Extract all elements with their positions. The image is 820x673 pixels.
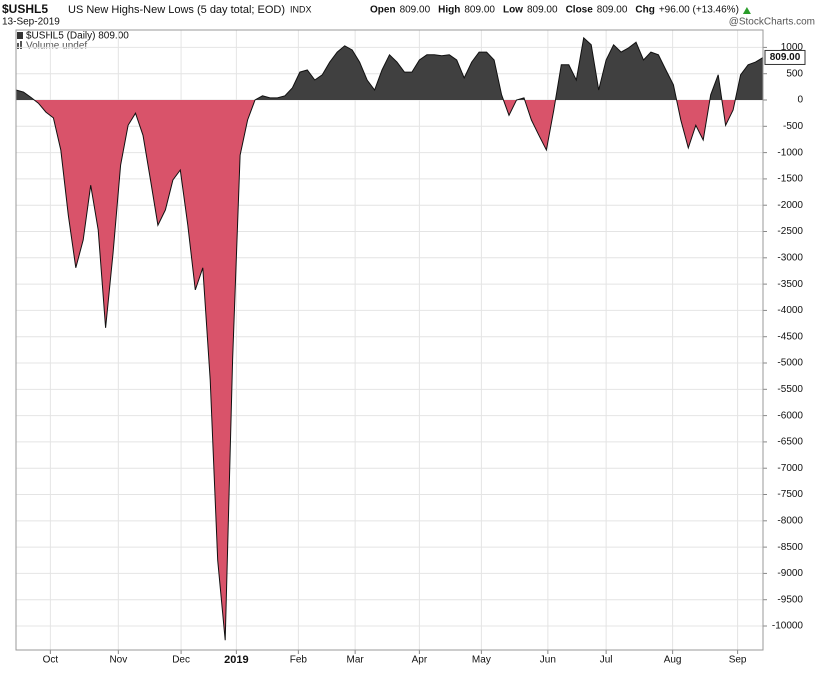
y-tick-label: -3000 bbox=[777, 252, 803, 263]
y-tick-label: -8500 bbox=[777, 542, 803, 553]
y-tick-label: -2000 bbox=[777, 200, 803, 211]
y-tick-label: -7000 bbox=[777, 463, 803, 474]
symbol: $USHL5 bbox=[2, 2, 48, 16]
quote-value: 809.00 bbox=[597, 5, 628, 16]
x-tick-label: 2019 bbox=[224, 654, 248, 666]
x-tick-label: Jun bbox=[540, 655, 556, 666]
line bbox=[15, 36, 764, 641]
y-tick-label: -3500 bbox=[777, 279, 803, 290]
y-tick-label: -500 bbox=[783, 121, 803, 132]
watermark: @StockCharts.com bbox=[729, 17, 815, 28]
legend-price: $USHL5 (Daily) 809.00 bbox=[26, 31, 129, 42]
quote-label: Close bbox=[566, 5, 594, 16]
quote-value: 809.00 bbox=[527, 5, 558, 16]
area-negative bbox=[34, 100, 736, 641]
quote-value: 809.00 bbox=[400, 5, 431, 16]
x-tick-label: Oct bbox=[43, 655, 59, 666]
date: 13-Sep-2019 bbox=[2, 17, 60, 28]
area-positive bbox=[16, 37, 763, 101]
y-tick-label: -6500 bbox=[777, 437, 803, 448]
last-value-box bbox=[764, 49, 806, 65]
x-tick-label: Sep bbox=[729, 655, 747, 666]
y-tick-label: -9000 bbox=[777, 568, 803, 579]
x-tick-label: Nov bbox=[109, 655, 127, 666]
volume-icon bbox=[17, 43, 19, 49]
plot-frame bbox=[15, 29, 764, 651]
quote-label: High bbox=[438, 5, 460, 16]
x-tick-label: May bbox=[472, 655, 491, 666]
quote: Open 809.00 High 809.00 Low 809.00 Close 809.00… bbox=[370, 5, 751, 16]
y-tick-label: -1000 bbox=[777, 147, 803, 158]
exchange: INDX bbox=[290, 4, 312, 14]
change-arrow bbox=[742, 7, 751, 14]
y-tick-label: 500 bbox=[786, 68, 803, 79]
last-value-label: 809.00 bbox=[770, 52, 801, 63]
quote-label: Open bbox=[370, 5, 396, 16]
legend-icon bbox=[17, 32, 23, 39]
y-tick-label: -2500 bbox=[777, 226, 803, 237]
y-tick-label: -7500 bbox=[777, 489, 803, 500]
y-tick-label: -9500 bbox=[777, 594, 803, 605]
volume-icon bbox=[20, 41, 22, 49]
x-tick-label: Dec bbox=[172, 655, 190, 666]
y-tick-label: -4500 bbox=[777, 331, 803, 342]
y-tick-label: -6000 bbox=[777, 410, 803, 421]
x-tick-label: Aug bbox=[664, 655, 682, 666]
chart-title: US New Highs-New Lows (5 day total; EOD) bbox=[68, 4, 285, 16]
y-tick-label: -5500 bbox=[777, 384, 803, 395]
quote-label: Low bbox=[503, 5, 523, 16]
quote-value: +96.00 (+13.46%) bbox=[659, 5, 739, 16]
quote-value: 809.00 bbox=[464, 5, 495, 16]
y-tick-label: 0 bbox=[797, 95, 803, 106]
y-tick-label: -1500 bbox=[777, 174, 803, 185]
x-tick-label: Jul bbox=[600, 655, 613, 666]
y-tick-label: -8000 bbox=[777, 515, 803, 526]
y-tick-label: 1000 bbox=[781, 42, 804, 53]
y-tick-label: -4000 bbox=[777, 305, 803, 316]
quote-label: Chg bbox=[635, 5, 654, 16]
legend-volume: Volume undef bbox=[26, 41, 87, 52]
y-tick-label: -5000 bbox=[777, 358, 803, 369]
x-tick-label: Feb bbox=[290, 655, 308, 666]
y-tick-label: -10000 bbox=[772, 621, 804, 632]
x-tick-label: Mar bbox=[347, 655, 365, 666]
x-tick-label: Apr bbox=[412, 655, 428, 666]
